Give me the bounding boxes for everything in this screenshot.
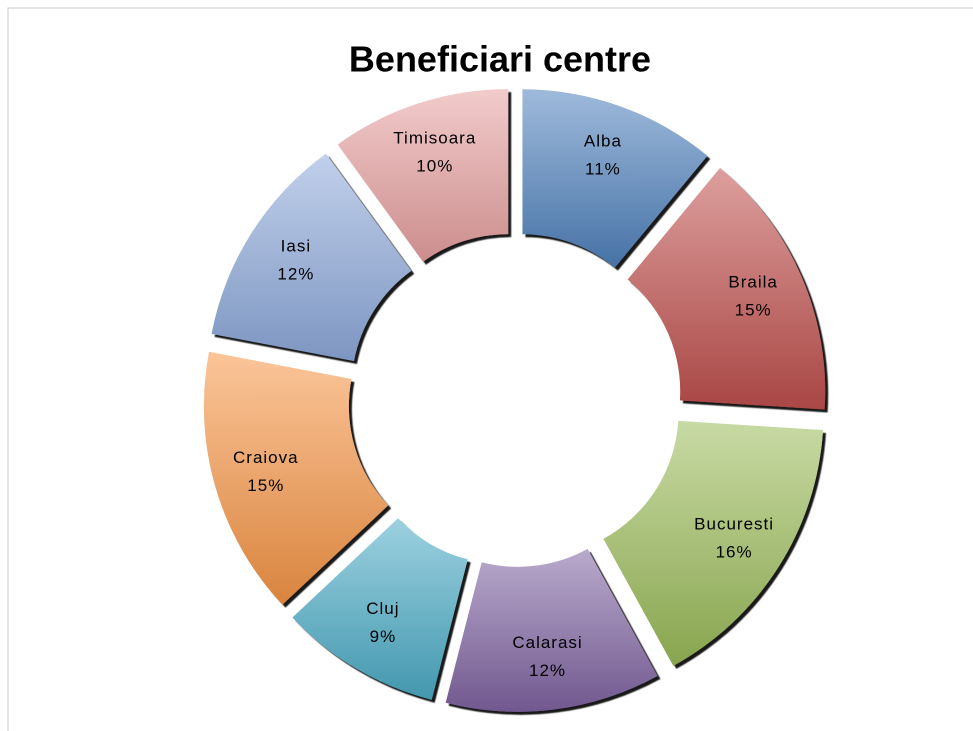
donut-slice <box>445 548 658 712</box>
slice-label: Alba <box>584 131 622 150</box>
slice-value-label: 16% <box>716 543 753 562</box>
slice-label: Craiova <box>233 448 299 467</box>
donut-slice <box>337 89 509 262</box>
slice-label: Calarasi <box>512 633 582 652</box>
donut-slice <box>627 167 826 410</box>
slice-value-label: 12% <box>529 661 566 680</box>
slice-label: Braila <box>728 272 777 291</box>
slice-label: Timisoara <box>393 129 476 148</box>
slice-label: Iasi <box>281 236 311 255</box>
slice-label: Bucuresti <box>694 515 774 534</box>
donut-slice <box>603 420 824 666</box>
slice-value-label: 10% <box>416 157 453 176</box>
slice-value-label: 11% <box>585 159 621 178</box>
slice-label: Cluj <box>366 599 399 618</box>
slice-value-label: 15% <box>735 300 772 319</box>
chart-frame <box>7 7 973 731</box>
chart-title: Beneficiari centre <box>349 39 651 80</box>
slice-value-label: 12% <box>277 264 314 283</box>
donut-slice <box>211 153 412 362</box>
slice-value-label: 9% <box>370 627 397 646</box>
donut-slice <box>292 518 468 700</box>
donut-slice <box>522 89 708 268</box>
slice-value-label: 15% <box>247 476 284 495</box>
donut-slice <box>203 351 389 605</box>
